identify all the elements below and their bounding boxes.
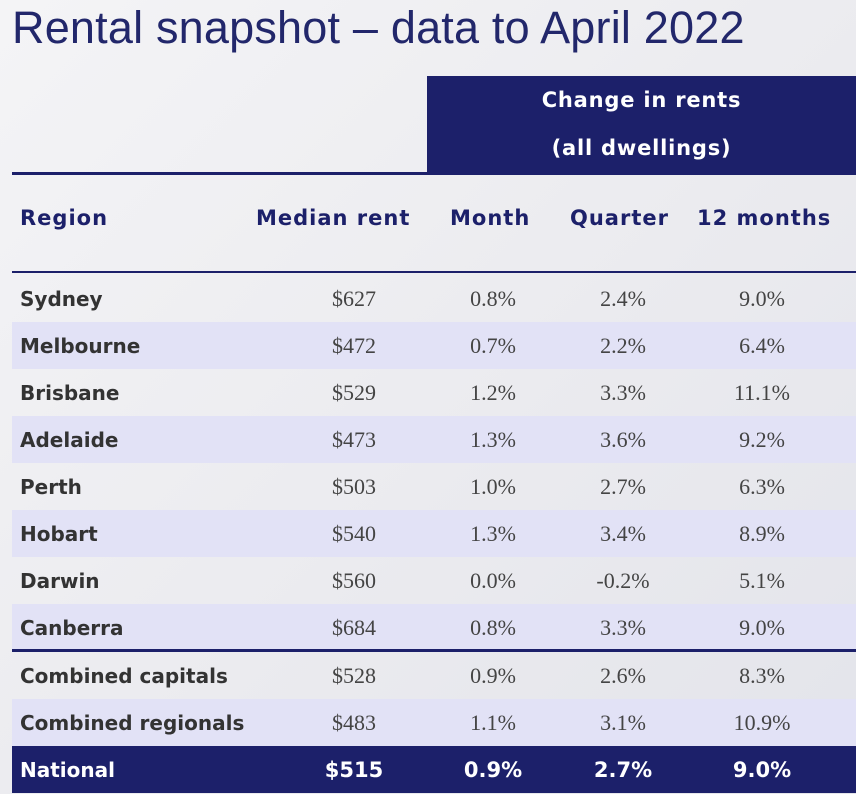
quarter-change-cell: 2.7% [593, 757, 653, 782]
change-header-line2: (all dwellings) [551, 136, 732, 160]
median-rent-cell: $684 [332, 614, 376, 640]
column-header-quarter: Quarter [570, 206, 669, 230]
header-rule [12, 271, 856, 273]
column-header-month: Month [450, 206, 531, 230]
quarter-change-cell: 3.4% [600, 520, 646, 546]
median-rent-cell: $483 [332, 709, 376, 735]
column-header-region: Region [20, 206, 109, 230]
table-row: Brisbane $529 1.2% 3.3% 11.1% [12, 369, 856, 416]
region-cell: Canberra [20, 615, 124, 640]
annual-change-cell: 9.0% [739, 285, 785, 311]
quarter-change-cell: 3.3% [600, 614, 646, 640]
median-rent-cell: $540 [332, 520, 376, 546]
region-cell: Brisbane [20, 380, 120, 405]
median-rent-cell: $627 [332, 285, 376, 311]
page-title: Rental snapshot – data to April 2022 [12, 2, 745, 53]
table-row: Combined capitals $528 0.9% 2.6% 8.3% [12, 652, 856, 699]
national-row: National $515 0.9% 2.7% 9.0% [12, 746, 856, 793]
month-change-cell: 1.3% [470, 426, 516, 452]
month-change-cell: 0.8% [470, 614, 516, 640]
table-row: Sydney $627 0.8% 2.4% 9.0% [12, 275, 856, 322]
median-rent-cell: $472 [332, 332, 376, 358]
quarter-change-cell: 2.2% [600, 332, 646, 358]
table-row: Canberra $684 0.8% 3.3% 9.0% [12, 604, 856, 651]
month-change-cell: 1.3% [470, 520, 516, 546]
table-row: Perth $503 1.0% 2.7% 6.3% [12, 463, 856, 510]
quarter-change-cell: 2.6% [600, 662, 646, 688]
month-change-cell: 0.8% [470, 285, 516, 311]
region-cell: Melbourne [20, 333, 141, 358]
region-cell: Combined capitals [20, 663, 228, 688]
quarter-change-cell: 3.3% [600, 379, 646, 405]
region-cell: Darwin [20, 568, 100, 593]
annual-change-cell: 9.0% [739, 614, 785, 640]
annual-change-cell: 8.9% [739, 520, 785, 546]
month-change-cell: 1.2% [470, 379, 516, 405]
month-change-cell: 1.1% [470, 709, 516, 735]
median-rent-cell: $528 [332, 662, 376, 688]
annual-change-cell: 10.9% [733, 709, 791, 735]
quarter-change-cell: 3.1% [600, 709, 646, 735]
month-change-cell: 0.9% [463, 757, 523, 782]
quarter-change-cell: 3.6% [600, 426, 646, 452]
change-header-line1: Change in rents [541, 88, 742, 112]
table-row: Adelaide $473 1.3% 3.6% 9.2% [12, 416, 856, 463]
table-row: Melbourne $472 0.7% 2.2% 6.4% [12, 322, 856, 369]
region-cell: National [20, 757, 115, 782]
region-cell: Perth [20, 474, 82, 499]
column-header-12-months: 12 months [697, 206, 832, 230]
annual-change-cell: 6.3% [739, 473, 785, 499]
capitals-separator-rule [12, 649, 856, 652]
region-cell: Combined regionals [20, 710, 245, 735]
region-cell: Adelaide [20, 427, 119, 452]
annual-change-cell: 9.0% [732, 757, 792, 782]
quarter-change-cell: -0.2% [596, 567, 650, 593]
region-cell: Hobart [20, 521, 98, 546]
column-header-median-rent: Median rent [256, 206, 411, 230]
change-in-rents-header: Change in rents (all dwellings) [427, 76, 856, 172]
median-rent-cell: $515 [324, 757, 384, 782]
table-row: Combined regionals $483 1.1% 3.1% 10.9% [12, 699, 856, 746]
annual-change-cell: 6.4% [739, 332, 785, 358]
region-cell: Sydney [20, 286, 103, 311]
median-rent-cell: $503 [332, 473, 376, 499]
annual-change-cell: 8.3% [739, 662, 785, 688]
month-change-cell: 0.9% [470, 662, 516, 688]
month-change-cell: 0.0% [470, 567, 516, 593]
table-row: Darwin $560 0.0% -0.2% 5.1% [12, 557, 856, 604]
month-change-cell: 0.7% [470, 332, 516, 358]
median-rent-cell: $473 [332, 426, 376, 452]
quarter-change-cell: 2.7% [600, 473, 646, 499]
table-row: Hobart $540 1.3% 3.4% 8.9% [12, 510, 856, 557]
annual-change-cell: 11.1% [733, 379, 790, 405]
median-rent-cell: $560 [332, 567, 376, 593]
quarter-change-cell: 2.4% [600, 285, 646, 311]
median-rent-cell: $529 [332, 379, 376, 405]
annual-change-cell: 5.1% [739, 567, 785, 593]
table-top-rule [12, 172, 856, 175]
month-change-cell: 1.0% [470, 473, 516, 499]
annual-change-cell: 9.2% [739, 426, 785, 452]
